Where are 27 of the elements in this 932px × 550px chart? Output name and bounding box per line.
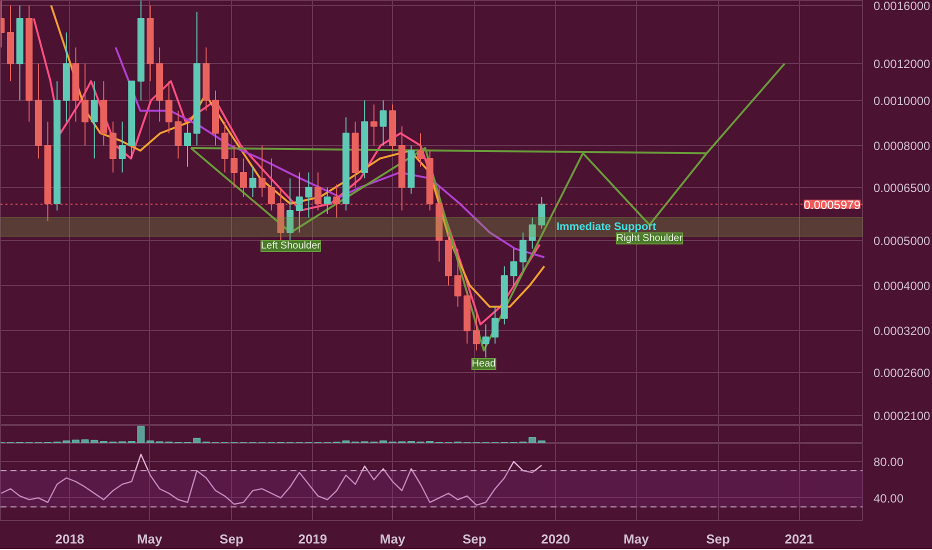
y-tick-label: 0.0010000 xyxy=(874,94,931,108)
y-tick-label: 0.0008000 xyxy=(874,138,931,153)
x-tick-label: Sep xyxy=(462,532,486,546)
x-tick-label: 2021 xyxy=(784,532,814,546)
ref-line-label: 0.0005979 xyxy=(804,198,861,212)
y-tick-label: 0.0004000 xyxy=(874,278,931,293)
x-tick-label: May xyxy=(380,532,406,546)
annotation: Head xyxy=(472,358,496,370)
x-tick-label: May xyxy=(624,532,650,546)
y-tick-label: 0.0005000 xyxy=(874,234,931,248)
y-tick-label: 0.0012000 xyxy=(874,57,931,72)
y-tick-label: 0.0006500 xyxy=(874,180,931,195)
x-tick-label: Sep xyxy=(220,532,244,546)
y-tick-label: 0.0002100 xyxy=(874,409,931,424)
y-tick-label: 80.00 xyxy=(874,455,904,470)
y-tick-label: 40.00 xyxy=(874,491,904,506)
x-tick-label: May xyxy=(136,532,164,546)
x-tick-label: 2018 xyxy=(55,532,84,546)
y-tick-label: 0.0002600 xyxy=(874,366,931,380)
annotation: Left Shoulder xyxy=(260,240,322,252)
annotation: Right Shoulder xyxy=(616,232,684,244)
x-tick-label: 2019 xyxy=(298,532,328,546)
x-tick-label: 2020 xyxy=(541,532,570,546)
band-label: Immediate Support xyxy=(556,220,656,233)
y-tick-label: 0.0016000 xyxy=(874,0,931,13)
y-tick-label: 0.0003200 xyxy=(874,324,931,338)
x-tick-label: Sep xyxy=(706,532,730,546)
